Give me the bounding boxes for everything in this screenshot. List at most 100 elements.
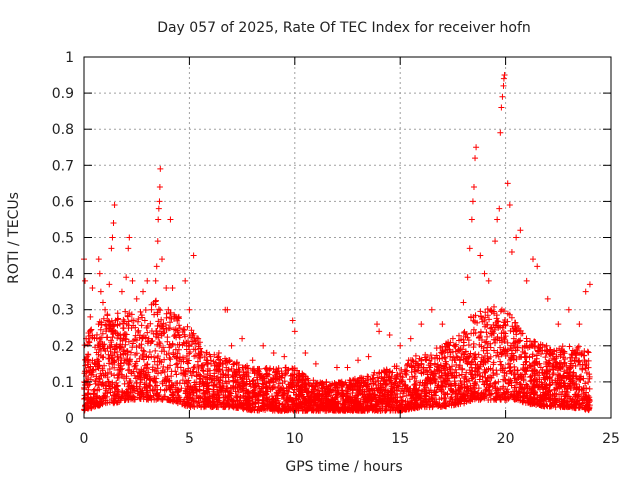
data-point	[83, 353, 90, 360]
data-point	[493, 352, 500, 359]
x-axis-label: GPS time / hours	[285, 459, 402, 475]
data-point	[147, 340, 154, 347]
data-point	[125, 338, 132, 345]
data-point	[269, 393, 276, 400]
data-point	[249, 400, 256, 407]
data-point	[172, 346, 179, 353]
data-point	[497, 308, 504, 315]
data-point	[244, 398, 251, 405]
data-point	[533, 376, 540, 383]
data-point	[477, 333, 484, 340]
data-point	[354, 407, 361, 414]
data-point	[255, 403, 262, 410]
data-point	[354, 380, 361, 387]
data-point	[143, 324, 150, 331]
data-point	[295, 396, 302, 403]
data-point	[84, 405, 91, 412]
data-point	[561, 374, 568, 381]
data-point	[561, 368, 568, 375]
data-point	[400, 388, 407, 395]
data-point	[396, 378, 403, 385]
data-point	[416, 382, 423, 389]
data-point	[151, 358, 158, 365]
data-point	[405, 406, 412, 413]
data-point	[202, 390, 209, 397]
data-point	[554, 385, 561, 392]
data-point	[352, 383, 359, 390]
data-point	[440, 363, 447, 370]
data-point	[573, 381, 580, 388]
data-point	[119, 343, 126, 350]
data-point	[281, 387, 288, 394]
data-point	[101, 362, 108, 369]
data-point	[149, 387, 156, 394]
data-point	[328, 388, 335, 395]
data-point	[436, 396, 443, 403]
data-point	[576, 321, 583, 328]
data-point	[574, 397, 581, 404]
data-point	[442, 360, 449, 367]
data-point	[423, 400, 430, 407]
data-point	[166, 354, 173, 361]
data-point	[179, 328, 186, 335]
data-point	[163, 382, 170, 389]
data-point	[490, 347, 497, 354]
data-point	[507, 377, 514, 384]
data-point	[575, 343, 582, 350]
data-point	[106, 355, 113, 362]
data-point	[303, 400, 310, 407]
data-point	[394, 397, 401, 404]
data-point	[128, 311, 135, 318]
data-point	[226, 356, 233, 363]
data-point	[155, 392, 162, 399]
data-point	[138, 312, 145, 319]
data-point	[361, 395, 368, 402]
data-point	[239, 335, 246, 342]
data-point	[289, 398, 296, 405]
data-point	[481, 381, 488, 388]
data-point	[490, 330, 497, 337]
data-point	[196, 339, 203, 346]
data-point	[335, 400, 342, 407]
data-point	[143, 353, 150, 360]
data-point	[121, 359, 127, 366]
data-point	[119, 373, 126, 380]
data-point	[319, 391, 326, 398]
data-point	[546, 375, 553, 382]
data-point	[539, 369, 546, 376]
data-point	[228, 342, 235, 349]
data-point	[132, 351, 139, 358]
data-point	[577, 375, 584, 382]
data-point	[129, 340, 136, 347]
data-point	[157, 386, 164, 393]
data-point	[175, 313, 182, 320]
data-point	[500, 346, 507, 353]
data-point	[360, 382, 367, 389]
data-point	[371, 369, 378, 376]
data-point	[108, 370, 115, 377]
data-point	[178, 385, 185, 392]
data-point	[252, 392, 259, 399]
data-point	[520, 377, 527, 384]
data-point	[175, 387, 182, 394]
data-point	[467, 371, 474, 377]
y-axis-label: ROTI / TECUs	[6, 192, 22, 284]
data-point	[377, 387, 384, 394]
data-point	[552, 380, 559, 387]
data-point	[117, 395, 124, 402]
data-point	[100, 394, 107, 401]
data-point	[128, 370, 135, 377]
data-point	[490, 336, 497, 343]
data-point	[412, 380, 419, 387]
data-point	[495, 378, 502, 385]
data-point	[323, 378, 330, 385]
data-point	[314, 387, 321, 394]
data-point	[483, 329, 490, 336]
data-point	[467, 350, 474, 357]
data-point	[111, 358, 118, 365]
data-point	[518, 353, 525, 360]
data-point	[87, 363, 94, 370]
data-point	[109, 327, 116, 334]
data-point	[278, 375, 285, 382]
data-point	[464, 358, 471, 365]
